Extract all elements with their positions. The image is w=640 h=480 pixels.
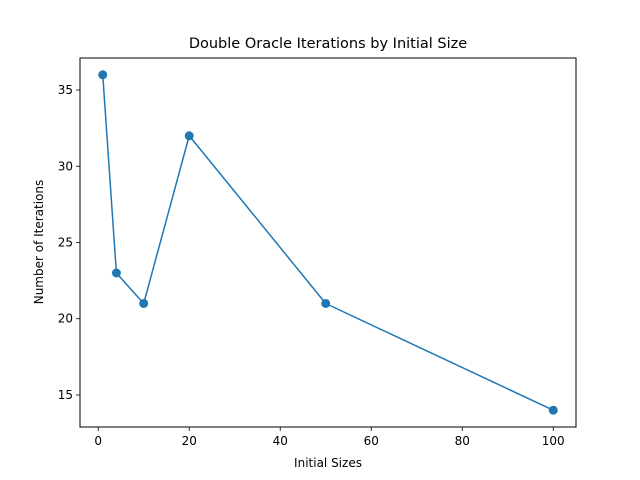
y-tick-label: 35 bbox=[58, 83, 73, 97]
x-tick-label: 0 bbox=[94, 434, 102, 448]
x-tick-label: 40 bbox=[273, 434, 288, 448]
x-tick-label: 20 bbox=[182, 434, 197, 448]
series-line bbox=[102, 74, 554, 411]
data-point bbox=[548, 405, 558, 415]
y-tick-label: 25 bbox=[58, 236, 73, 250]
y-tick-label: 20 bbox=[58, 312, 73, 326]
data-point bbox=[184, 131, 194, 141]
y-tick-label: 15 bbox=[58, 388, 73, 402]
data-point bbox=[98, 70, 108, 80]
plot-frame bbox=[79, 57, 577, 428]
data-point bbox=[139, 298, 149, 308]
x-tick-label: 60 bbox=[364, 434, 379, 448]
y-axis-label: Number of Iterations bbox=[32, 180, 46, 305]
y-tick-label: 30 bbox=[58, 159, 73, 173]
data-point bbox=[321, 298, 331, 308]
axis-ticks: 0 20 40 60 80 100 15 20 25 30 35 bbox=[58, 83, 565, 448]
data-point bbox=[111, 268, 121, 278]
x-tick-label: 100 bbox=[542, 434, 565, 448]
chart-title: Double Oracle Iterations by Initial Size bbox=[189, 36, 467, 52]
x-tick-label: 80 bbox=[455, 434, 470, 448]
plot-area bbox=[98, 70, 558, 415]
x-axis-label: Initial Sizes bbox=[294, 456, 362, 470]
